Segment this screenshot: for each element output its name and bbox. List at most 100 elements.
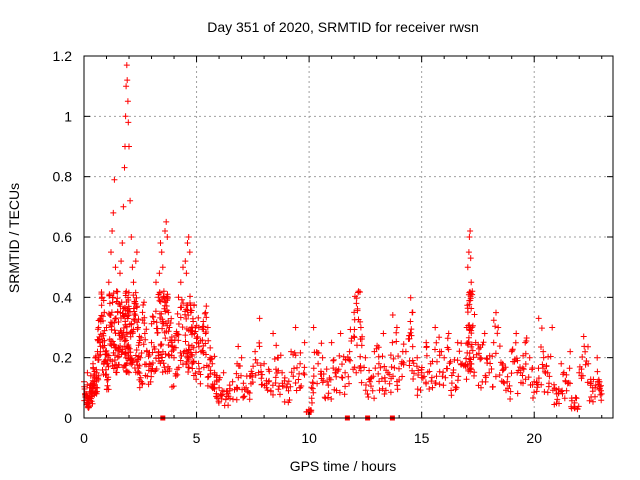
data-point — [184, 240, 191, 246]
data-point — [301, 364, 308, 371]
data-point — [454, 339, 461, 346]
data-point — [319, 354, 326, 361]
data-point — [396, 377, 403, 383]
data-point — [468, 305, 475, 312]
data-point — [293, 387, 300, 394]
data-point — [339, 374, 346, 381]
data-point — [513, 330, 520, 337]
data-point — [598, 390, 605, 397]
data-point — [556, 400, 562, 407]
data-point — [394, 382, 401, 389]
data-point — [432, 346, 438, 353]
data-point — [376, 387, 383, 394]
data-point — [581, 343, 588, 350]
data-point — [447, 358, 454, 365]
data-point — [106, 300, 113, 307]
data-point — [337, 330, 344, 337]
data-point — [131, 311, 138, 317]
data-point — [490, 317, 497, 324]
data-point — [285, 399, 292, 406]
data-point — [301, 339, 308, 346]
data-point — [389, 312, 396, 318]
data-point — [540, 365, 546, 372]
data-point — [256, 315, 263, 322]
data-point — [112, 330, 119, 337]
data-point — [165, 342, 172, 348]
data-point — [574, 406, 581, 413]
data-point — [342, 356, 349, 363]
data-point — [295, 376, 302, 383]
data-point — [436, 334, 443, 341]
data-point — [310, 365, 317, 372]
data-point — [468, 330, 475, 337]
data-point — [125, 119, 132, 126]
x-tick-label: 5 — [193, 430, 201, 446]
data-point — [308, 395, 315, 402]
data-point — [89, 400, 96, 407]
data-point — [322, 395, 329, 402]
data-point — [147, 378, 154, 385]
data-point — [182, 338, 189, 345]
data-point — [128, 234, 135, 240]
data-point — [121, 164, 128, 171]
data-point — [105, 363, 112, 370]
data-point — [505, 385, 511, 392]
data-point — [213, 377, 220, 384]
data-point — [127, 197, 134, 204]
data-point — [345, 373, 352, 380]
data-point — [114, 288, 121, 295]
data-point — [252, 348, 259, 355]
data-point — [333, 373, 340, 380]
data-point — [256, 343, 263, 350]
data-point — [200, 326, 207, 333]
data-point — [368, 383, 374, 390]
data-point — [165, 328, 172, 335]
data-point — [288, 369, 295, 376]
data-point — [207, 370, 214, 377]
data-point — [568, 403, 575, 410]
data-point — [169, 384, 175, 390]
data-point — [496, 343, 503, 350]
data-point — [292, 324, 299, 331]
data-point — [379, 353, 386, 360]
data-point — [94, 384, 101, 391]
data-point — [270, 391, 276, 398]
data-point — [560, 371, 566, 378]
data-point — [127, 349, 134, 356]
data-point — [183, 270, 190, 277]
x-tick-label: 20 — [526, 430, 542, 446]
data-point — [124, 368, 131, 375]
data-point — [246, 396, 253, 403]
data-point — [592, 393, 598, 400]
data-point — [148, 373, 155, 380]
data-point — [325, 382, 332, 389]
data-point — [353, 369, 360, 376]
data-point — [199, 337, 206, 344]
data-point — [185, 342, 192, 349]
data-point — [108, 309, 115, 316]
data-point — [234, 385, 241, 391]
data-point — [387, 352, 394, 359]
data-point — [563, 387, 570, 394]
data-point — [531, 389, 538, 396]
data-point — [177, 357, 184, 364]
data-point — [110, 209, 117, 216]
data-point — [363, 382, 369, 388]
data-point — [336, 389, 343, 396]
data-point — [207, 344, 214, 351]
data-point — [233, 370, 240, 377]
data-point — [129, 359, 136, 366]
data-point — [153, 279, 159, 286]
data-point — [418, 364, 425, 371]
data-point — [428, 374, 435, 381]
data-point — [535, 315, 542, 322]
data-point — [514, 390, 521, 397]
data-point — [594, 354, 601, 361]
data-point — [388, 364, 395, 370]
data-point — [124, 315, 131, 322]
data-point — [558, 360, 565, 367]
data-point — [193, 322, 200, 329]
data-point — [195, 314, 202, 321]
data-point — [567, 348, 574, 355]
data-point — [559, 390, 566, 397]
